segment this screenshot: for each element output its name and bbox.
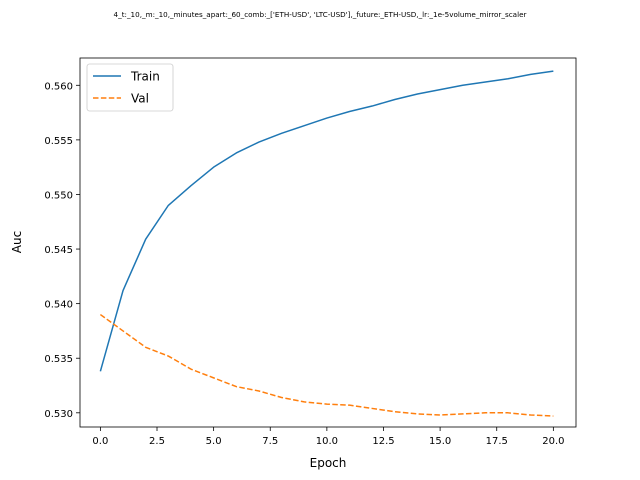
y-tick-label: 0.555 [44, 136, 73, 147]
plot-area [99, 70, 554, 417]
chart-title: 4_t:_10,_m:_10,_minutes_apart:_60_comb:_… [114, 10, 527, 19]
y-axis: 0.530 0.535 0.540 0.545 0.550 0.555 0.560 [44, 81, 80, 420]
x-axis-label: Epoch [310, 456, 347, 470]
legend-box [86, 63, 174, 112]
legend-label-train: Train [130, 70, 160, 84]
y-tick-label: 0.560 [44, 81, 73, 92]
y-axis-label: Auc [10, 231, 24, 253]
series-line-val [99, 313, 554, 417]
x-tick-label: 10.0 [316, 436, 338, 447]
x-tick-label: 20.0 [542, 436, 564, 447]
y-tick-label: 0.535 [44, 354, 73, 365]
x-axis: 0.0 2.5 5.0 7.5 10.0 12.5 15.0 17.5 20.0 [92, 427, 564, 447]
x-tick-label: 17.5 [486, 436, 508, 447]
x-tick-label: 2.5 [149, 436, 165, 447]
legend: Train Val [86, 63, 174, 112]
series-line-train [99, 70, 554, 372]
axes-frame [79, 57, 577, 428]
x-tick-label: 15.0 [429, 436, 451, 447]
x-tick-label: 5.0 [206, 436, 222, 447]
x-tick-label: 0.0 [92, 436, 108, 447]
x-tick-label: 12.5 [372, 436, 394, 447]
y-tick-label: 0.550 [44, 190, 73, 201]
y-tick-label: 0.545 [44, 245, 73, 256]
legend-label-val: Val [131, 92, 149, 106]
y-tick-label: 0.540 [44, 300, 73, 311]
x-tick-label: 7.5 [262, 436, 278, 447]
y-tick-label: 0.530 [44, 409, 73, 420]
